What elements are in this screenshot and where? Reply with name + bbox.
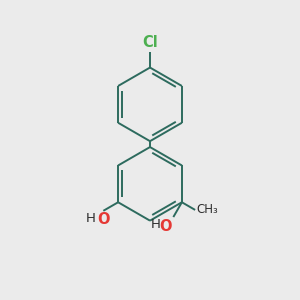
Text: O: O <box>97 212 110 227</box>
Text: H: H <box>151 218 161 231</box>
Text: H: H <box>86 212 96 225</box>
Text: O: O <box>159 218 172 233</box>
Text: CH₃: CH₃ <box>196 203 218 216</box>
Text: Cl: Cl <box>142 35 158 50</box>
